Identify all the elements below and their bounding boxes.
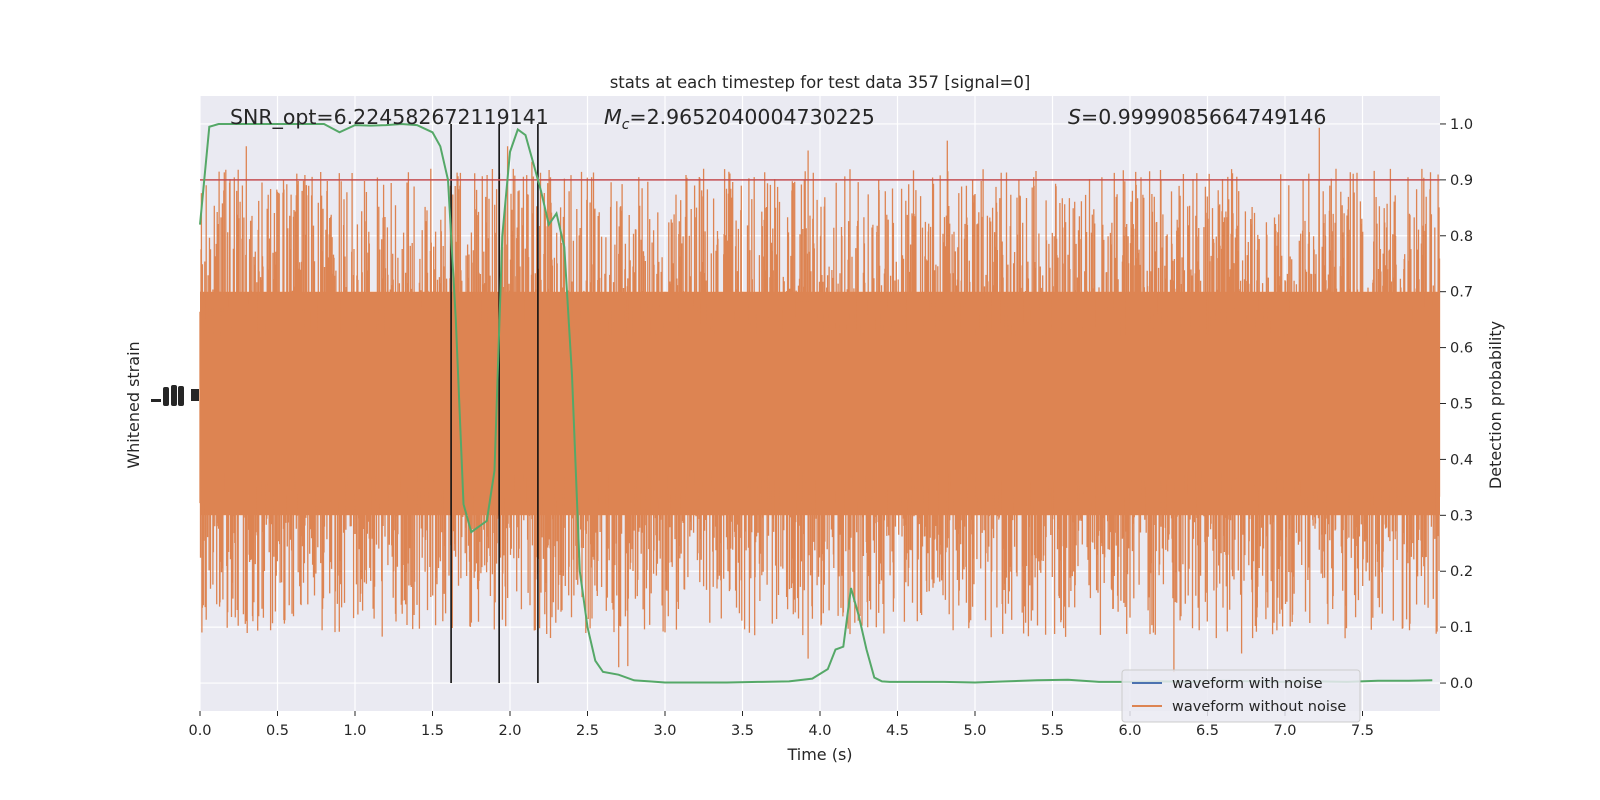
right-axis-label: Detection probability (1486, 321, 1505, 489)
right-axis-ticks: 0.0 0.1 0.2 0.3 0.4 0.5 0.6 0.7 0.8 0.9 1.0 (1440, 117, 1473, 692)
chirp-mass-subscript: c (622, 117, 630, 133)
x-tick-label: 2.0 (498, 723, 521, 739)
score-value: =0.9999085664749146 (1081, 105, 1326, 129)
y-tick-label: 0.8 (1450, 229, 1473, 245)
x-tick-label: 1.0 (343, 723, 366, 739)
y-tick-label: 0.2 (1450, 564, 1473, 580)
x-tick-label: 6.5 (1196, 723, 1219, 739)
probability-trace (199, 122, 1433, 684)
chirp-mass-annotation: Mc=2.9652040004730225 (604, 105, 875, 133)
left-axis-squashed-ticks (151, 385, 199, 406)
x-tick-label: 3.5 (731, 723, 754, 739)
y-tick-label: 0.1 (1450, 620, 1473, 636)
legend: waveform with noise waveform without noi… (1121, 669, 1361, 723)
legend-label-without-noise: waveform without noise (1172, 699, 1346, 715)
x-tick-label: 0.5 (266, 723, 289, 739)
x-axis-ticks: 0.0 0.5 1.0 1.5 2.0 2.5 3.0 3.5 4.0 4.5 5.0 5.5 6.0 6… (188, 711, 1374, 739)
y-tick-label: 0.3 (1450, 508, 1473, 524)
chart-title: stats at each timestep for test data 357… (610, 73, 1031, 92)
x-tick-label: 2.5 (576, 723, 599, 739)
y-tick-label: 0.7 (1450, 285, 1473, 301)
x-tick-label: 1.5 (421, 723, 444, 739)
x-tick-label: 7.0 (1273, 723, 1296, 739)
noise-trace (199, 127, 1441, 673)
legend-label-with-noise: waveform with noise (1172, 676, 1323, 692)
y-tick-label: 1.0 (1450, 117, 1473, 133)
noise-waveform (199, 127, 1441, 673)
snr-annotation: SNR_opt=6.224582672119141 (230, 105, 549, 130)
x-tick-label: 4.0 (808, 723, 831, 739)
probability-line (199, 122, 1433, 684)
y-tick-label: 0.0 (1450, 676, 1473, 692)
chirp-mass-symbol: M (604, 105, 622, 129)
left-axis-label: Whitened strain (124, 341, 143, 468)
x-tick-label: 5.5 (1041, 723, 1064, 739)
score-annotation: S=0.9999085664749146 (1068, 105, 1326, 129)
y-tick-label: 0.5 (1450, 397, 1473, 413)
y-tick-label: 0.9 (1450, 173, 1473, 189)
x-tick-label: 4.5 (886, 723, 909, 739)
score-symbol: S (1068, 105, 1081, 129)
x-tick-label: 3.0 (653, 723, 676, 739)
vertical-markers (450, 123, 539, 684)
legend-box (1121, 669, 1361, 723)
y-tick-label: 0.4 (1450, 452, 1473, 468)
chirp-mass-value: =2.9652040004730225 (629, 105, 874, 129)
x-tick-label: 0.0 (188, 723, 211, 739)
x-tick-label: 6.0 (1118, 723, 1141, 739)
x-axis-label: Time (s) (786, 745, 852, 764)
y-tick-label: 0.6 (1450, 341, 1473, 357)
x-tick-label: 7.5 (1351, 723, 1374, 739)
x-tick-label: 5.0 (963, 723, 986, 739)
